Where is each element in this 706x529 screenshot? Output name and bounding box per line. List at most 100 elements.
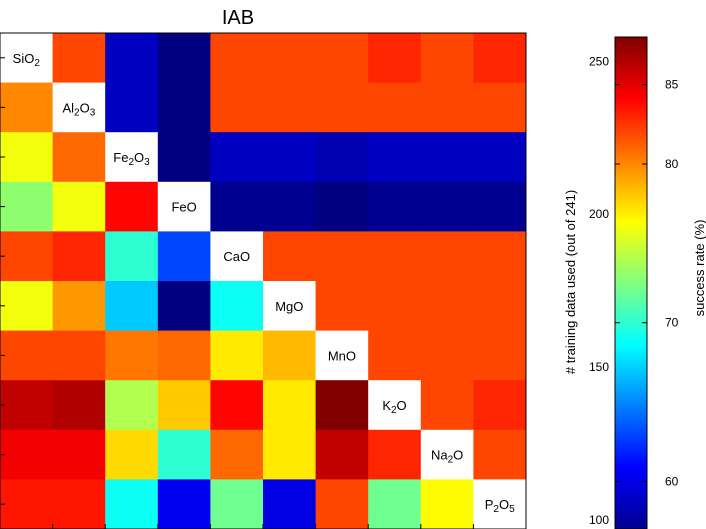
heatmap-cell-5-7 [368,281,422,332]
heatmap-cell-0-6 [315,33,369,84]
heatmap-cell-8-4 [210,429,264,480]
right-axis-tick-label-2: 200 [589,207,609,221]
heatmap-cell-4-9 [473,231,527,282]
heatmap-cell-5-3 [157,281,211,332]
heatmap-cells [0,33,527,529]
heatmap-cell-3-4 [210,181,264,232]
heatmap-cell-8-0 [0,429,54,480]
heatmap-cell-5-8 [420,281,474,332]
right-axis-label: # training data used (out of 241) [563,190,578,374]
heatmap-cell-3-8 [420,181,474,232]
heatmap-cell-6-5 [263,330,317,381]
heatmap-cell-5-2 [105,281,159,332]
oxide-label-7: K2O [382,398,406,416]
heatmap-cell-9-2 [105,479,159,529]
heatmap-cell-4-1 [52,231,106,282]
heatmap-cell-6-8 [420,330,474,381]
heatmap-cell-4-4 [210,231,264,282]
heatmap-cell-2-6 [315,132,369,183]
heatmap-cell-1-5 [263,82,317,133]
heatmap-cell-8-7 [368,429,422,480]
heatmap-cell-8-5 [263,429,317,480]
heatmap-cell-1-6 [315,82,369,133]
heatmap-cell-0-9 [473,33,527,84]
chart-title: IAB [222,7,254,29]
oxide-label-2: Fe2O3 [113,150,150,168]
heatmap-cell-4-6 [315,231,369,282]
right-axis-tick-label-0: 100 [589,513,609,527]
heatmap-cell-2-4 [210,132,264,183]
right-axis-ticks: 100 150 200 250 [589,54,609,526]
heatmap-cell-7-4 [210,380,264,431]
heatmap-cell-2-5 [263,132,317,183]
oxide-label-5: MgO [275,299,303,314]
heatmap-cell-8-3 [157,429,211,480]
heatmap-cell-3-9 [473,181,527,232]
heatmap-cell-1-0 [0,82,54,133]
heatmap-cell-8-1 [52,429,106,480]
heatmap-cell-9-9 [473,479,527,529]
heatmap-cell-1-2 [105,82,159,133]
heatmap-cell-7-8 [420,380,474,431]
heatmap-cell-6-0 [0,330,54,381]
heatmap-cell-0-1 [52,33,106,84]
heatmap-cell-5-4 [210,281,264,332]
heatmap-cell-1-4 [210,82,264,133]
heatmap-cell-3-0 [0,181,54,232]
heatmap-cell-4-7 [368,231,422,282]
heatmap-cell-5-5 [263,281,317,332]
heatmap-cell-6-7 [368,330,422,381]
colorbar [614,36,648,529]
heatmap-cell-9-6 [315,479,369,529]
colorbar-label: success rate (%) [692,220,706,317]
heatmap-cell-4-0 [0,231,54,282]
heatmap-cell-4-5 [263,231,317,282]
heatmap-cell-8-9 [473,429,527,480]
colorbar-ticks: 60 70 80 85 [615,78,679,488]
heatmap-cell-5-0 [0,281,54,332]
heatmap-cell-6-4 [210,330,264,381]
heatmap-cell-0-0 [0,33,54,84]
heatmap-cell-4-3 [157,231,211,282]
heatmap-cell-0-8 [420,33,474,84]
heatmap-cell-3-3 [157,181,211,232]
heatmap-cell-9-8 [420,479,474,529]
heatmap-cell-7-2 [105,380,159,431]
heatmap-cell-3-2 [105,181,159,232]
heatmap-cell-9-0 [0,479,54,529]
heatmap-cell-6-6 [315,330,369,381]
heatmap-cell-6-2 [105,330,159,381]
heatmap-cell-6-3 [157,330,211,381]
heatmap-cell-9-5 [263,479,317,529]
heatmap-cell-9-7 [368,479,422,529]
colorbar-tick-label-2: 80 [665,157,679,171]
colorbar-tick-label-1: 70 [665,316,679,330]
heatmap-cell-0-5 [263,33,317,84]
heatmap-cell-1-9 [473,82,527,133]
heatmap-cell-0-2 [105,33,159,84]
heatmap-cell-3-7 [368,181,422,232]
heatmap-cell-3-6 [315,181,369,232]
right-axis-tick-label-1: 150 [589,360,609,374]
oxide-label-0: SiO2 [13,51,41,69]
heatmap-cell-2-3 [157,132,211,183]
heatmap-cell-2-2 [105,132,159,183]
heatmap-cell-5-9 [473,281,527,332]
heatmap-cell-1-8 [420,82,474,133]
heatmap-cell-3-1 [52,181,106,232]
heatmap-cell-0-3 [157,33,211,84]
heatmap-cell-4-8 [420,231,474,282]
heatmap-cell-7-1 [52,380,106,431]
heatmap-cell-9-4 [210,479,264,529]
right-axis-tick-label-3: 250 [589,54,609,68]
heatmap-cell-3-5 [263,181,317,232]
colorbar-tick-label-0: 60 [665,474,679,488]
plot-frame [0,32,527,529]
colorbar-tick-label-3: 85 [665,78,679,92]
heatmap-cell-2-7 [368,132,422,183]
diagonal-labels: SiO2 Al2O3 Fe2O3 FeO CaO MgO MnO K2O Na2O P2O5 [13,51,515,515]
oxide-label-4: CaO [223,249,250,264]
heatmap-cell-1-3 [157,82,211,133]
heatmap-cell-5-6 [315,281,369,332]
heatmap-cell-2-8 [420,132,474,183]
